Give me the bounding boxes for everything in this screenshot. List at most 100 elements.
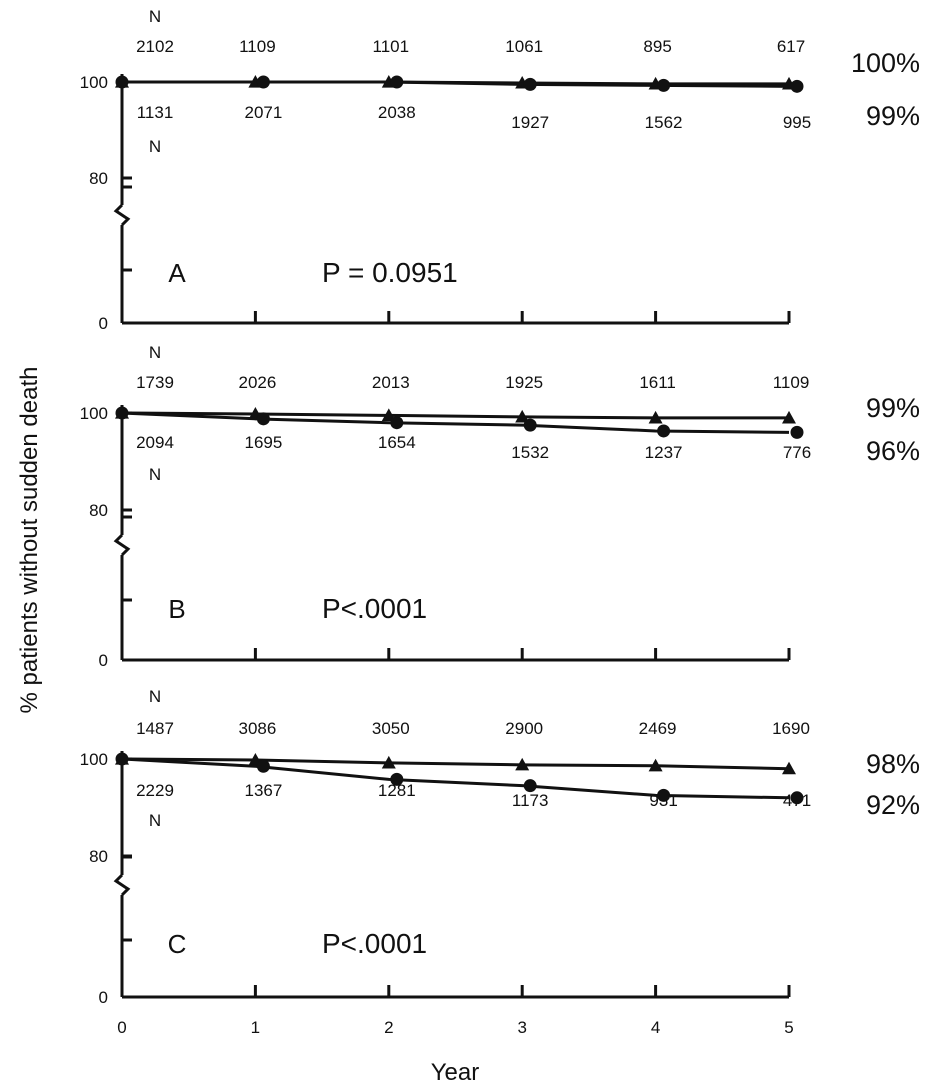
circle-marker — [115, 752, 129, 766]
bottom-n-count: 1532 — [511, 443, 549, 462]
panel-letter: B — [168, 594, 185, 624]
axis-break-mark — [113, 873, 131, 897]
bottom-n-count: 995 — [783, 113, 811, 132]
y-tick-label: 0 — [99, 651, 108, 670]
top-n-count: 1611 — [639, 373, 676, 392]
x-tick-label: 1 — [251, 1018, 260, 1037]
top-n-count: 2026 — [238, 373, 276, 392]
bottom-n-count: 1695 — [244, 433, 282, 452]
bottom-n-label: N — [149, 465, 161, 484]
top-n-count: 1061 — [505, 37, 543, 56]
panel-b: 100 80 0 B P<.0001 N N 1739 2026 2013 1925 1611 1109… — [80, 343, 920, 670]
top-n-label: N — [149, 7, 161, 26]
end-percentage-label: 99% — [866, 101, 920, 131]
bottom-n-count: 2071 — [244, 103, 282, 122]
circle-marker — [115, 406, 129, 420]
x-tick-label: 2 — [384, 1018, 393, 1037]
top-n-count: 1101 — [373, 37, 410, 56]
end-percentage-label: 92% — [866, 790, 920, 820]
top-n-count: 895 — [643, 37, 671, 56]
series-triangle-line — [121, 411, 789, 420]
end-percentage-label: 99% — [866, 393, 920, 423]
x-tick-label: 5 — [784, 1018, 793, 1037]
top-n-count: 1487 — [136, 719, 174, 738]
triangle-marker — [381, 755, 396, 769]
p-value: P<.0001 — [322, 928, 427, 959]
top-n-count: 1739 — [136, 373, 174, 392]
circle-marker — [390, 772, 404, 786]
panel-letter: C — [168, 929, 187, 959]
y-tick-label: 0 — [99, 314, 108, 333]
bottom-n-count: 2094 — [136, 433, 174, 452]
circle-marker — [790, 425, 804, 439]
y-tick-label: 0 — [99, 988, 108, 1007]
top-n-count: 2469 — [639, 719, 677, 738]
triangle-marker — [515, 409, 530, 423]
x-axis-title: Year — [431, 1059, 480, 1086]
p-value: P<.0001 — [322, 593, 427, 624]
top-n-count: 3050 — [372, 719, 410, 738]
circle-marker — [523, 418, 537, 432]
end-percentage-label: 98% — [866, 749, 920, 779]
axis-break-mark — [113, 533, 131, 557]
circle-marker — [657, 788, 671, 802]
y-tick-label: 100 — [80, 750, 108, 769]
bottom-n-count: 1131 — [137, 103, 174, 122]
series-circle-line — [122, 80, 790, 88]
panel-c: 100 80 0 C P<.0001 N N 1487 3086 3050 2900 2469 1690… — [80, 687, 920, 1007]
series-triangle-line — [121, 757, 790, 771]
top-n-count: 617 — [777, 37, 805, 56]
triangle-marker — [782, 761, 796, 775]
circle-marker — [523, 77, 537, 91]
circle-marker — [523, 779, 537, 793]
end-percentage-label: 96% — [866, 436, 920, 466]
triangle-marker — [782, 410, 796, 424]
y-tick-label: 100 — [80, 73, 108, 92]
circle-marker — [115, 75, 129, 89]
bottom-n-count: 776 — [783, 443, 811, 462]
circle-marker — [390, 75, 404, 89]
panel-a: 100 80 0 A P = 0.0951 N N 2102 1109 1101 1061 895 61… — [80, 7, 920, 333]
top-n-label: N — [149, 343, 161, 362]
series-circle-line — [121, 757, 790, 800]
circle-marker — [256, 412, 270, 426]
top-n-count: 2900 — [505, 719, 543, 738]
bottom-n-count: 1562 — [645, 113, 683, 132]
bottom-n-count: 1927 — [511, 113, 549, 132]
bottom-n-count: 1367 — [244, 781, 282, 800]
p-value: P = 0.0951 — [322, 257, 458, 288]
axis-break-mark — [113, 203, 131, 227]
bottom-n-count: 2038 — [378, 103, 416, 122]
bottom-n-count: 1281 — [378, 781, 416, 800]
triangle-marker — [381, 408, 396, 422]
triangle-marker — [515, 757, 530, 771]
top-n-count: 1925 — [505, 373, 543, 392]
top-n-count: 1109 — [773, 373, 810, 392]
y-tick-label: 80 — [89, 501, 108, 520]
circle-marker — [390, 416, 404, 430]
triangle-marker — [648, 410, 663, 424]
bottom-n-count: 1237 — [645, 443, 683, 462]
triangle-marker — [648, 758, 663, 772]
top-n-count: 1690 — [772, 719, 810, 738]
panel-letter: A — [168, 258, 186, 288]
circle-marker — [256, 759, 270, 773]
circle-marker — [256, 75, 270, 89]
circle-marker — [657, 424, 671, 438]
y-tick-label: 80 — [89, 169, 108, 188]
bottom-n-label: N — [149, 137, 161, 156]
y-axis-title: % patients without sudden death — [16, 367, 43, 714]
bottom-n-count: 1173 — [512, 791, 549, 810]
y-tick-label: 80 — [89, 847, 108, 866]
series-circle-line — [121, 411, 790, 434]
top-n-label: N — [149, 687, 161, 706]
circle-marker — [657, 78, 671, 92]
bottom-n-label: N — [149, 811, 161, 830]
top-n-count: 2013 — [372, 373, 410, 392]
circle-marker — [790, 79, 804, 93]
circle-marker — [790, 791, 804, 805]
x-tick-label: 0 — [117, 1018, 126, 1037]
end-percentage-label: 100% — [851, 48, 920, 78]
